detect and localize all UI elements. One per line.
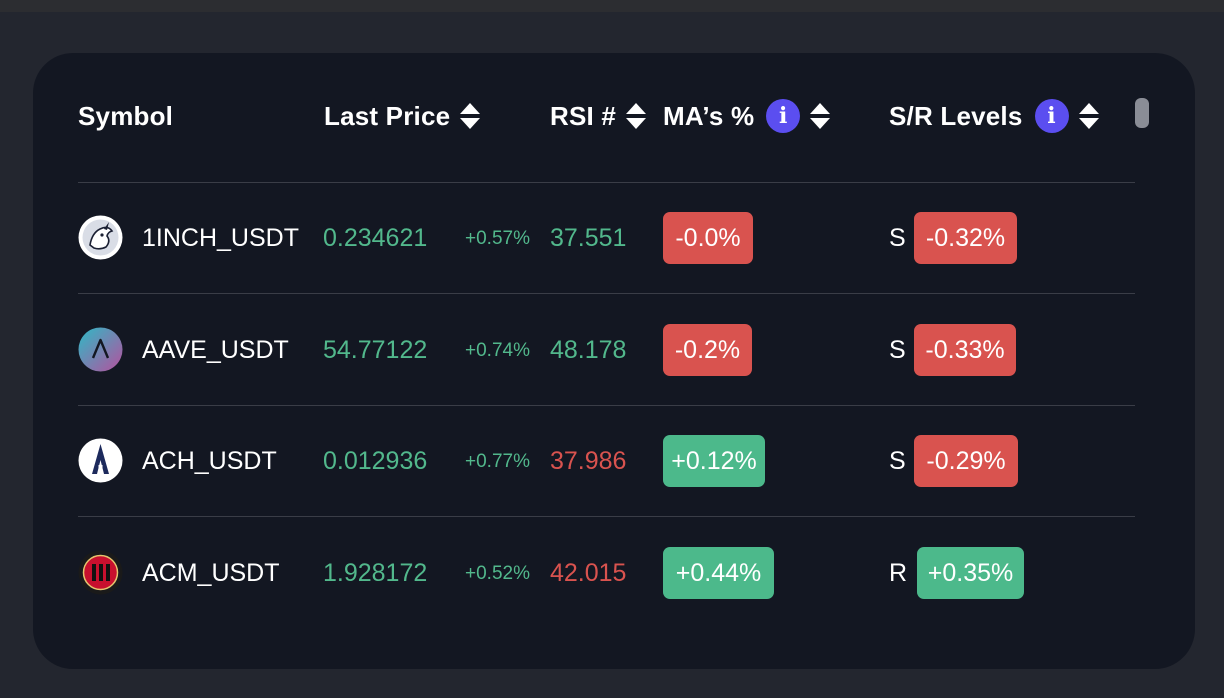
symbol-name[interactable]: ACM_USDT (142, 559, 280, 587)
column-header-mas[interactable]: MA’s % i (663, 96, 831, 136)
ma-badge: +0.12% (663, 435, 765, 487)
info-icon[interactable]: i (1034, 99, 1069, 133)
window-top-bar (0, 0, 1224, 12)
column-header-last-price[interactable]: Last Price (324, 96, 481, 136)
sr-type: S (889, 224, 906, 252)
row-divider (78, 405, 1135, 406)
rsi-value: 37.551 (550, 224, 627, 252)
sr-badge: -0.32% (914, 212, 1017, 264)
sort-icon[interactable] (460, 102, 481, 130)
sr-badge: -0.33% (914, 324, 1016, 376)
price-change: +0.77% (465, 451, 530, 472)
sort-icon[interactable] (810, 102, 831, 130)
price-change: +0.74% (465, 340, 530, 361)
row-divider (78, 182, 1135, 183)
rsi-value: 42.015 (550, 559, 627, 587)
last-price: 54.77122 (323, 336, 428, 364)
aave-logo-icon (78, 327, 123, 372)
column-header-rsi[interactable]: RSI # (550, 96, 647, 136)
1inch-logo-icon (78, 215, 123, 260)
rsi-value: 48.178 (550, 336, 627, 364)
ma-badge: +0.44% (663, 547, 774, 599)
column-header-rsi-label: RSI # (550, 100, 617, 131)
column-header-symbol-label: Symbol (78, 100, 174, 131)
column-header-mas-label: MA’s % (663, 100, 755, 131)
ma-badge: -0.0% (663, 212, 753, 264)
sort-icon[interactable] (626, 102, 647, 130)
table-row[interactable]: ACM_USDT 1.928172 +0.52% 42.015 +0.44% R… (0, 532, 1224, 612)
table-row[interactable]: ACH_USDT 0.012936 +0.77% 37.986 +0.12% S… (0, 421, 1224, 501)
horizontal-scrollbar-thumb[interactable] (1135, 98, 1149, 128)
symbol-name[interactable]: ACH_USDT (142, 447, 277, 475)
ma-badge: -0.2% (663, 324, 752, 376)
last-price: 0.234621 (323, 224, 428, 252)
price-change: +0.52% (465, 563, 530, 584)
sr-type: S (889, 447, 906, 475)
symbol-name[interactable]: 1INCH_USDT (142, 224, 299, 252)
column-header-sr-levels[interactable]: S/R Levels i (889, 96, 1099, 136)
column-header-last-price-label: Last Price (324, 100, 451, 131)
sr-type: R (889, 559, 908, 587)
ac-milan-logo-icon (78, 550, 123, 595)
last-price: 0.012936 (323, 447, 428, 475)
info-icon[interactable]: i (766, 99, 801, 133)
sr-badge: +0.35% (917, 547, 1024, 599)
last-price: 1.928172 (323, 559, 428, 587)
column-header-symbol: Symbol (78, 96, 173, 136)
rsi-value: 37.986 (550, 447, 627, 475)
row-divider (78, 293, 1135, 294)
alchemy-pay-logo-icon (78, 438, 123, 483)
sort-icon[interactable] (1078, 102, 1099, 130)
table-row[interactable]: 1INCH_USDT 0.234621 +0.57% 37.551 -0.0% … (0, 198, 1224, 278)
symbol-name[interactable]: AAVE_USDT (142, 336, 289, 364)
row-divider (78, 516, 1135, 517)
price-change: +0.57% (465, 228, 530, 249)
table-row[interactable]: AAVE_USDT 54.77122 +0.74% 48.178 -0.2% S… (0, 309, 1224, 389)
sr-type: S (889, 336, 906, 364)
column-header-sr-levels-label: S/R Levels (889, 100, 1023, 131)
sr-badge: -0.29% (914, 435, 1018, 487)
